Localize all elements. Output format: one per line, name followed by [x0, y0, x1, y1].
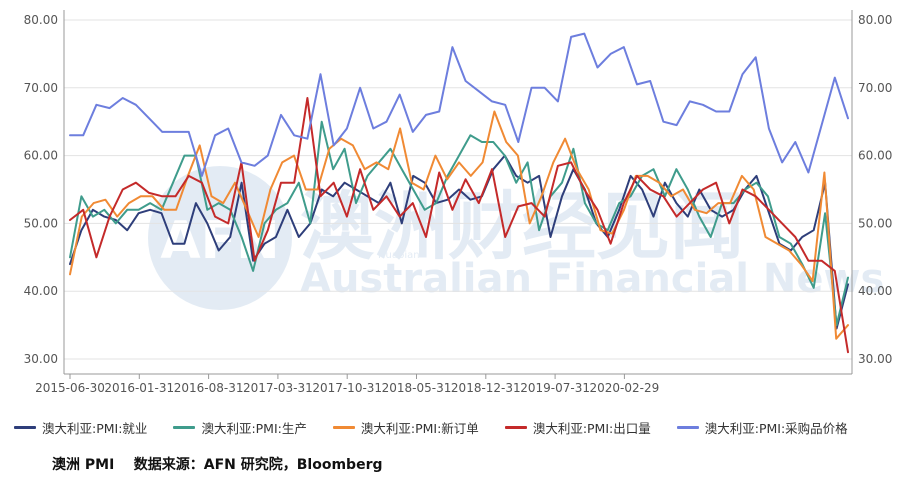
x-tick-label: 2018-05-31: [382, 381, 452, 395]
series-line: [69, 97, 849, 354]
x-tick-label: 2017-10-31: [312, 381, 382, 395]
legend-label: 澳大利亚:PMI:就业: [42, 420, 148, 436]
y-tick-label-right: 60.00: [858, 149, 892, 163]
legend-label: 澳大利亚:PMI:采购品价格: [704, 420, 848, 436]
watermark-small: Huabian: [378, 250, 420, 261]
y-tick-label-left: 40.00: [24, 284, 58, 298]
watermark: AFN 澳洲财经见闻 Australian Financial News Hua…: [148, 166, 884, 310]
legend-swatch: [332, 425, 355, 429]
x-tick-label: 2018-12-31: [451, 381, 521, 395]
legend-swatch: [14, 425, 36, 429]
legend-item[interactable]: 澳大利亚:PMI:出口量: [504, 418, 651, 437]
y-tick-label-left: 60.00: [24, 149, 58, 163]
legend-label: 澳大利亚:PMI:出口量: [532, 420, 651, 436]
legend-swatch: [173, 425, 196, 429]
legend-item[interactable]: 澳大利亚:PMI:就业: [14, 418, 147, 437]
legend-item[interactable]: 澳大利亚:PMI:生产: [173, 418, 307, 437]
legend-item[interactable]: 澳大利亚:PMI:新订单: [332, 418, 479, 437]
series-layer: [69, 32, 849, 354]
series-line: [69, 32, 849, 177]
y-tick-label-left: 70.00: [24, 81, 58, 95]
legend-item[interactable]: 澳大利亚:PMI:采购品价格: [676, 418, 848, 437]
x-tick-label: 2016-01-31: [104, 381, 174, 395]
watermark-en: Australian Financial News: [300, 256, 884, 302]
legend-swatch: [676, 425, 699, 429]
legend-label: 澳大利亚:PMI:生产: [201, 420, 307, 436]
legend-swatch: [504, 425, 527, 429]
series-line: [69, 110, 849, 340]
y-tick-label-right: 30.00: [858, 352, 892, 366]
pmi-line-chart: AFN 澳洲财经见闻 Australian Financial News Hua…: [24, 10, 893, 395]
watermark-cn: 澳洲财经见闻: [300, 184, 744, 270]
legend-label: 澳大利亚:PMI:新订单: [360, 420, 479, 436]
tick-labels: 80.00 80.00 70.00 70.00 60.00 60.00 50.00 50.00…: [24, 13, 893, 395]
y-tick-label-right: 50.00: [858, 216, 892, 230]
axes: [63, 10, 853, 379]
caption: 澳洲 PMI 数据来源：AFN 研究院，Bloomberg: [52, 457, 383, 473]
y-tick-label-left: 50.00: [24, 216, 58, 230]
y-tick-label-right: 40.00: [858, 284, 892, 298]
x-tick-label: 2017-03-31: [243, 381, 313, 395]
series-line: [69, 120, 849, 327]
y-tick-label-left: 80.00: [24, 13, 58, 27]
watermark-logo-circle: [148, 166, 292, 310]
x-tick-label: 2015-06-30: [35, 381, 105, 395]
y-tick-label-right: 80.00: [858, 13, 892, 27]
x-tick-label: 2016-08-31: [174, 381, 244, 395]
y-tick-label-left: 30.00: [24, 352, 58, 366]
legend: 澳大利亚:PMI:就业 澳大利亚:PMI:生产 澳大利亚:PMI:新订单 澳大利亚:P…: [14, 416, 894, 438]
x-tick-label: 2020-02-29: [590, 381, 660, 395]
y-tick-label-right: 70.00: [858, 81, 892, 95]
x-tick-label: 2019-07-31: [520, 381, 590, 395]
